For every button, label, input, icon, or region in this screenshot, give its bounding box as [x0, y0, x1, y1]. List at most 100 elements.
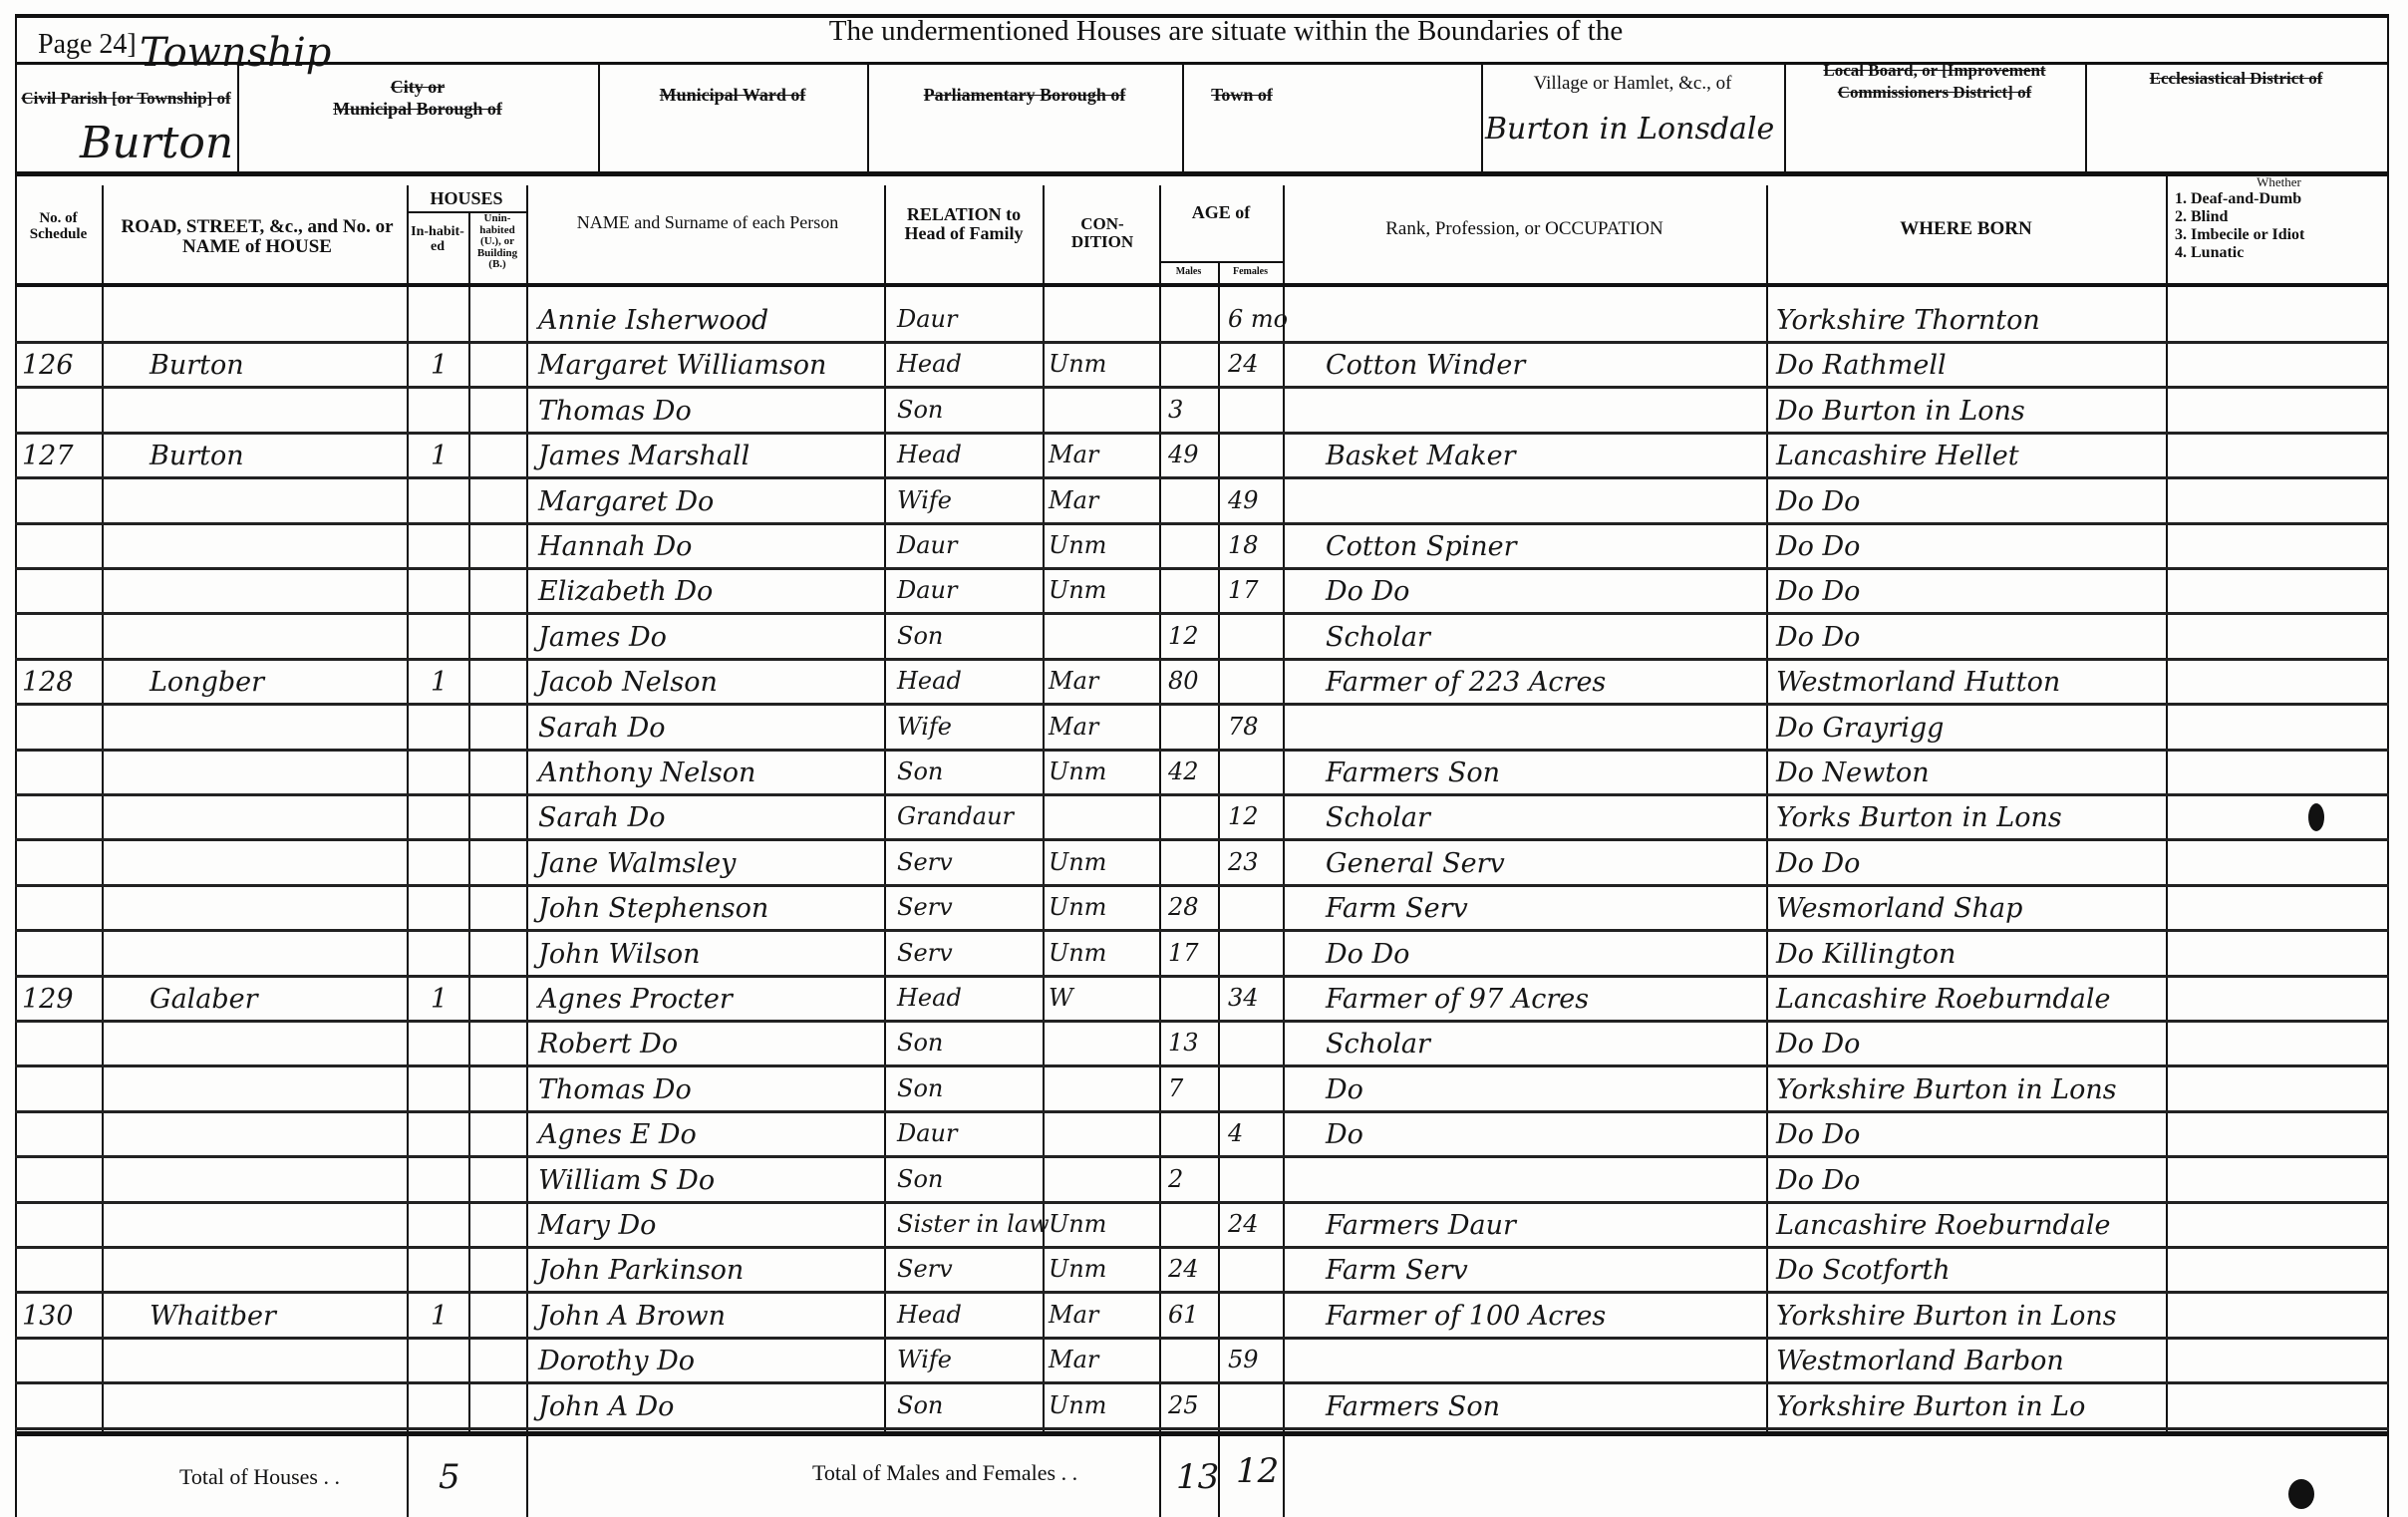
where-born-cell: Yorkshire Burton in Lons	[1776, 1300, 2117, 1332]
name-cell: Sarah Do	[538, 802, 666, 834]
col-divider	[1283, 185, 1285, 1517]
row-rule	[15, 1020, 2389, 1023]
inhabited-cell: 1	[431, 667, 449, 699]
col-divider	[884, 185, 886, 1431]
occupation-cell: Farmers Son	[1326, 1390, 1500, 1422]
row-rule	[15, 1291, 2389, 1295]
occupation-cell: Farmer of 100 Acres	[1326, 1300, 1607, 1332]
road-cell: Whaitber	[150, 1300, 276, 1332]
occupation-cell: Farm Serv	[1326, 893, 1468, 925]
female-age-cell: 24	[1228, 1210, 1259, 1238]
divider	[867, 62, 869, 173]
condition-cell: Unm	[1049, 893, 1107, 922]
name-cell: Annie Isherwood	[538, 305, 769, 336]
boundary-top-line	[15, 62, 2389, 65]
row-rule	[15, 929, 2389, 933]
female-age-cell: 6 mo	[1228, 305, 1289, 333]
civil-parish-label: Civil Parish [or Township] of	[21, 89, 231, 108]
header-relation: RELATION to Head of Family	[904, 204, 1024, 243]
where-born-cell: Do Do	[1776, 531, 1861, 562]
schedule-cell: 130	[22, 1300, 74, 1332]
male-age-cell: 49	[1168, 441, 1199, 469]
condition-cell: Mar	[1049, 485, 1099, 514]
row-rule	[15, 703, 2389, 707]
male-age-cell: 24	[1168, 1255, 1199, 1284]
where-born-cell: Yorkshire Burton in Lons	[1776, 1073, 2117, 1105]
condition-cell: Unm	[1049, 847, 1107, 876]
name-cell: Agnes E Do	[538, 1119, 697, 1151]
census-row: 129 Galaber 1 Agnes Procter Head W 34 Farmer of…	[15, 978, 2389, 1023]
ink-mark	[2308, 803, 2324, 831]
census-row: 126 Burton 1 Margaret Williamson Head Unm 24 Co…	[15, 344, 2389, 390]
condition-cell: Mar	[1049, 667, 1099, 696]
occupation-cell: Scholar	[1326, 621, 1430, 653]
name-cell: Jacob Nelson	[538, 667, 718, 699]
census-row: 130 Whaitber 1 John A Brown Head Mar 61 Farmer …	[15, 1295, 2389, 1340]
where-born-cell: Westmorland Barbon	[1776, 1346, 2064, 1377]
census-row: 128 Longber 1 Jacob Nelson Head Mar 80 Farmer o…	[15, 661, 2389, 707]
occupation-cell: Do	[1326, 1119, 1363, 1151]
census-row: Hannah Do Daur Unm 18 Cotton Spiner Do Do	[15, 525, 2389, 570]
where-born-cell: Do Rathmell	[1776, 350, 1947, 382]
ink-blot	[2288, 1479, 2314, 1509]
male-age-cell: 2	[1168, 1164, 1184, 1193]
where-born-cell: Do Burton in Lons	[1776, 395, 2025, 427]
relation-cell: Head	[897, 441, 962, 469]
where-born-cell: Yorkshire Burton in Lo	[1776, 1390, 2086, 1422]
name-cell: John A Do	[538, 1390, 675, 1422]
census-row: Robert Do Son 13 Scholar Do Do	[15, 1023, 2389, 1068]
total-houses-label: Total of Houses . .	[179, 1464, 340, 1489]
relation-cell: Wife	[897, 485, 953, 514]
ecclesiastical-label: Ecclesiastical District of	[2149, 69, 2323, 88]
col-divider	[102, 185, 104, 1431]
relation-cell: Son	[897, 1029, 944, 1058]
census-row: John Stephenson Serv Unm 28 Farm Serv Wesmorl…	[15, 887, 2389, 933]
census-row: 127 Burton 1 James Marshall Head Mar 49 Basket …	[15, 435, 2389, 480]
condition-cell: Unm	[1049, 1390, 1107, 1419]
male-age-cell: 25	[1168, 1390, 1199, 1419]
header-where-born: WHERE BORN	[1900, 218, 2032, 239]
occupation-cell: Cotton Winder	[1326, 350, 1526, 382]
name-cell: William S Do	[538, 1164, 716, 1196]
condition-cell: Unm	[1049, 938, 1107, 967]
divider	[1784, 62, 1786, 173]
census-row: Sarah Do Grandaur 12 Scholar Yorks Burton in…	[15, 796, 2389, 842]
where-born-cell: Do Do	[1776, 1119, 1861, 1151]
occupation-cell: Farm Serv	[1326, 1255, 1468, 1287]
relation-cell: Sister in law	[897, 1210, 1050, 1238]
divider	[237, 62, 239, 173]
name-cell: Anthony Nelson	[538, 758, 756, 788]
name-cell: Agnes Procter	[538, 984, 733, 1015]
relation-cell: Son	[897, 1390, 944, 1419]
relation-cell: Son	[897, 758, 944, 785]
header-females: Females	[1233, 266, 1268, 277]
name-cell: Robert Do	[538, 1029, 679, 1061]
female-age-cell: 4	[1228, 1119, 1244, 1148]
relation-cell: Serv	[897, 847, 953, 876]
divider	[1481, 62, 1483, 173]
relation-cell: Wife	[897, 1346, 953, 1374]
civil-parish-value: Burton	[80, 118, 234, 168]
village-label: Village or Hamlet, &c., of	[1533, 73, 1732, 94]
name-cell: John Parkinson	[538, 1255, 745, 1287]
census-row: William S Do Son 2 Do Do	[15, 1159, 2389, 1204]
male-age-cell: 3	[1168, 395, 1184, 424]
relation-cell: Son	[897, 395, 944, 424]
row-rule	[15, 883, 2389, 887]
col-divider	[1043, 185, 1045, 1431]
male-age-cell: 17	[1168, 938, 1199, 967]
col-divider	[1218, 261, 1220, 1517]
header-males: Males	[1175, 266, 1202, 277]
census-row: Thomas Do Son 3 Do Burton in Lons	[15, 390, 2389, 435]
page-title: The undermentioned Houses are situate wi…	[828, 15, 1624, 47]
row-rule	[15, 431, 2389, 435]
male-age-cell: 61	[1168, 1300, 1199, 1329]
commissioners-label: Commissioners District] of	[1837, 83, 2032, 102]
female-age-cell: 18	[1228, 531, 1259, 559]
census-row: John Wilson Serv Unm 17 Do Do Do Killington	[15, 933, 2389, 978]
female-age-cell: 23	[1228, 847, 1259, 876]
relation-cell: Son	[897, 621, 944, 650]
road-cell: Longber	[150, 667, 265, 699]
census-row: Elizabeth Do Daur Unm 17 Do Do Do Do	[15, 570, 2389, 616]
census-row: Margaret Do Wife Mar 49 Do Do	[15, 480, 2389, 525]
